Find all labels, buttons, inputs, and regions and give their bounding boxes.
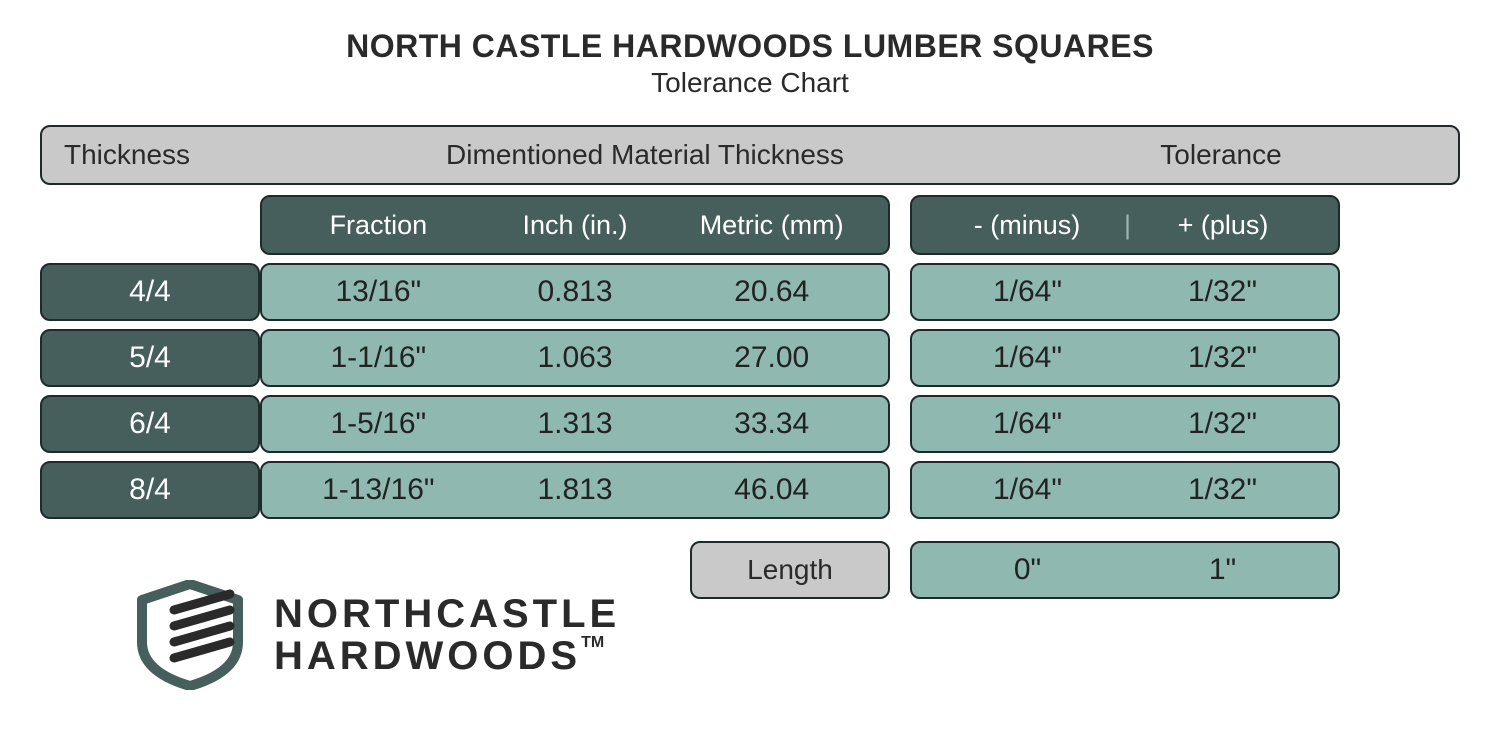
dimension-cell: 1-5/16" 1.313 33.34 [260, 395, 890, 453]
fraction-value: 1-5/16" [280, 407, 477, 441]
tolerance-cell: 1/64" 1/32" [910, 329, 1340, 387]
brand-line1: NORTHCASTLE [274, 593, 620, 635]
tol-plus-value: 1/32" [1125, 275, 1320, 309]
thickness-cell: 5/4 [40, 329, 260, 387]
metric-value: 46.04 [673, 473, 870, 507]
tol-minus-value: 1/64" [930, 341, 1125, 375]
chart-subtitle: Tolerance Chart [40, 67, 1460, 99]
tol-plus-value: 1/32" [1125, 473, 1320, 507]
tol-plus-value: 1/32" [1125, 407, 1320, 441]
fraction-value: 1-13/16" [280, 473, 477, 507]
length-label: Length [690, 541, 890, 599]
shield-stripes-icon [130, 580, 250, 690]
col-minus: - (minus) [930, 210, 1124, 241]
brand-wordmark: NORTHCASTLE HARDWOODSTM [274, 593, 620, 677]
fraction-value: 13/16" [280, 275, 477, 309]
inch-value: 1.063 [477, 341, 674, 375]
dimension-cell: 13/16" 0.813 20.64 [260, 263, 890, 321]
chart-title: NORTH CASTLE HARDWOODS LUMBER SQUARES [40, 28, 1460, 65]
tol-minus-value: 1/64" [930, 407, 1125, 441]
col-inch: Inch (in.) [477, 210, 674, 241]
tol-minus-value: 1/64" [930, 275, 1125, 309]
thickness-cell: 4/4 [40, 263, 260, 321]
metric-value: 33.34 [673, 407, 870, 441]
col-metric: Metric (mm) [673, 210, 870, 241]
top-header-bar: Thickness Dimentioned Material Thickness… [40, 125, 1460, 185]
thickness-cell: 8/4 [40, 461, 260, 519]
subheader-dimensions: Fraction Inch (in.) Metric (mm) [260, 195, 890, 255]
trademark-symbol: TM [581, 634, 604, 651]
col-plus: + (plus) [1126, 210, 1320, 241]
metric-value: 27.00 [673, 341, 870, 375]
inch-value: 1.813 [477, 473, 674, 507]
header-dimensioned: Dimentioned Material Thickness [284, 139, 1006, 171]
subheader-spacer [40, 195, 260, 263]
subheader-tolerance: - (minus) | + (plus) [910, 195, 1340, 255]
inch-value: 1.313 [477, 407, 674, 441]
col-fraction: Fraction [280, 210, 477, 241]
tolerance-cell: 1/64" 1/32" [910, 461, 1340, 519]
dimension-cell: 1-13/16" 1.813 46.04 [260, 461, 890, 519]
tolerance-cell: 1/64" 1/32" [910, 395, 1340, 453]
inch-value: 0.813 [477, 275, 674, 309]
brand-logo: NORTHCASTLE HARDWOODSTM [130, 580, 620, 690]
metric-value: 20.64 [673, 275, 870, 309]
length-tolerance-cell: 0" 1" [910, 541, 1340, 599]
brand-line2: HARDWOODS [274, 634, 581, 678]
length-minus: 0" [930, 553, 1125, 587]
fraction-value: 1-1/16" [280, 341, 477, 375]
header-thickness: Thickness [64, 139, 284, 171]
tol-minus-value: 1/64" [930, 473, 1125, 507]
dimension-cell: 1-1/16" 1.063 27.00 [260, 329, 890, 387]
tol-plus-value: 1/32" [1125, 341, 1320, 375]
tolerance-cell: 1/64" 1/32" [910, 263, 1340, 321]
header-tolerance: Tolerance [1006, 139, 1436, 171]
length-plus: 1" [1125, 553, 1320, 587]
thickness-cell: 6/4 [40, 395, 260, 453]
